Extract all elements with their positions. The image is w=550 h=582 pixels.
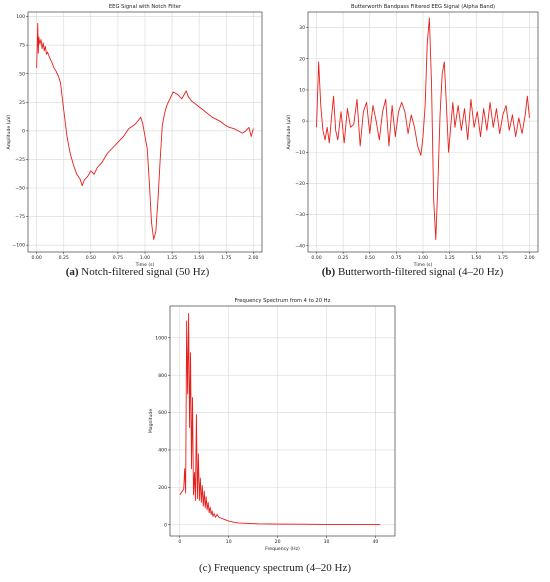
y-tick-label: −100 xyxy=(12,243,25,249)
x-tick-label: 0.00 xyxy=(32,255,42,261)
y-tick-label: 0 xyxy=(302,119,305,125)
x-tick-label: 1.75 xyxy=(221,255,231,261)
caption-a-text: Notch-filtered signal (50 Hz) xyxy=(78,266,210,278)
x-tick-label: 0.75 xyxy=(391,255,401,261)
x-tick-label: 10 xyxy=(226,539,232,545)
chart-butterworth-filtered: Butterworth Bandpass Filtered EEG Signal… xyxy=(286,4,539,268)
y-tick-label: 1000 xyxy=(155,335,167,341)
caption-b-text: Butterworth-filtered signal (4–20 Hz) xyxy=(335,266,504,278)
chart-title: Butterworth Bandpass Filtered EEG Signal… xyxy=(351,4,495,10)
y-tick-label: 200 xyxy=(158,485,167,491)
chart-panel-b: Butterworth Bandpass Filtered EEG Signal… xyxy=(275,0,550,290)
chart-panel-c: Frequency Spectrum from 4 to 20 Hz 0 10 20 3… xyxy=(120,292,430,582)
x-tick-label: 1.50 xyxy=(471,255,481,261)
y-tick-label: −25 xyxy=(15,157,25,163)
y-tick-label: 25 xyxy=(19,100,25,106)
plot-frame xyxy=(169,305,396,537)
series-line xyxy=(179,313,381,526)
x-tick-label: 1.25 xyxy=(167,255,177,261)
caption-a: (a) Notch-filtered signal (50 Hz) xyxy=(0,266,275,278)
series-line xyxy=(316,17,530,240)
y-axis-label: Amplitude (µV) xyxy=(286,114,292,149)
x-tick-label: 2.00 xyxy=(248,255,258,261)
x-tick-label: 30 xyxy=(324,539,330,545)
x-tick-label: 1.25 xyxy=(445,255,455,261)
y-tick-label: 75 xyxy=(19,43,25,49)
x-tick-label: 2.00 xyxy=(524,255,534,261)
caption-c: (c) Frequency spectrum (4–20 Hz) xyxy=(120,562,430,574)
y-tick-label: 50 xyxy=(19,71,25,77)
caption-a-letter: (a) xyxy=(65,266,79,278)
chart-title: EEG Signal with Notch Filter xyxy=(109,4,182,10)
y-tick-label: 400 xyxy=(158,448,167,454)
x-tick-label: 0.00 xyxy=(311,255,321,261)
x-axis-label: Time (s) xyxy=(413,262,433,268)
y-tick-label: 10 xyxy=(299,88,305,94)
series-line xyxy=(36,22,254,240)
x-tick-label: 0.25 xyxy=(338,255,348,261)
y-axis-label: Amplitude (µV) xyxy=(6,114,12,149)
x-tick-label: 0.50 xyxy=(86,255,96,261)
x-tick-label: 0.50 xyxy=(365,255,375,261)
y-tick-label: −40 xyxy=(295,243,305,249)
x-tick-label: 0 xyxy=(178,539,181,545)
x-tick-label: 20 xyxy=(275,539,281,545)
plot-frame xyxy=(307,11,539,253)
y-tick-label: −20 xyxy=(295,181,305,187)
y-tick-label: 600 xyxy=(158,410,167,416)
y-tick-label: 800 xyxy=(158,373,167,379)
y-tick-label: −75 xyxy=(15,214,25,220)
chart-title: Frequency Spectrum from 4 to 20 Hz xyxy=(235,298,331,304)
y-tick-label: 20 xyxy=(299,56,305,62)
y-tick-label: −30 xyxy=(295,212,305,218)
chart-notch-filtered: EEG Signal with Notch Filter 0.00 0.25 0.50… xyxy=(6,4,263,268)
y-tick-label: −10 xyxy=(295,150,305,156)
y-tick-label: 0 xyxy=(22,128,25,134)
plot-frame xyxy=(27,11,263,253)
y-tick-label: −50 xyxy=(15,186,25,192)
caption-c-text: (c) Frequency spectrum (4–20 Hz) xyxy=(198,562,352,574)
chart-panel-a: EEG Signal with Notch Filter 0.00 0.25 0.50… xyxy=(0,0,275,290)
x-axis-label: Frequency (Hz) xyxy=(265,546,300,552)
x-tick-label: 1.00 xyxy=(418,255,428,261)
x-tick-label: 1.75 xyxy=(498,255,508,261)
x-axis-label: Time (s) xyxy=(135,262,155,268)
y-tick-label: 30 xyxy=(299,25,305,31)
x-tick-label: 0.75 xyxy=(113,255,123,261)
caption-b-letter: (b) xyxy=(321,266,336,278)
chart-frequency-spectrum: Frequency Spectrum from 4 to 20 Hz 0 10 20 3… xyxy=(148,298,396,552)
y-axis-label: Magnitude xyxy=(148,409,154,434)
x-tick-label: 40 xyxy=(373,539,379,545)
caption-b: (b) Butterworth-filtered signal (4–20 Hz… xyxy=(275,266,550,278)
y-tick-label: 100 xyxy=(16,14,25,20)
y-tick-label: 0 xyxy=(164,522,167,528)
x-tick-label: 1.50 xyxy=(194,255,204,261)
x-tick-label: 1.00 xyxy=(140,255,150,261)
x-tick-label: 0.25 xyxy=(59,255,69,261)
